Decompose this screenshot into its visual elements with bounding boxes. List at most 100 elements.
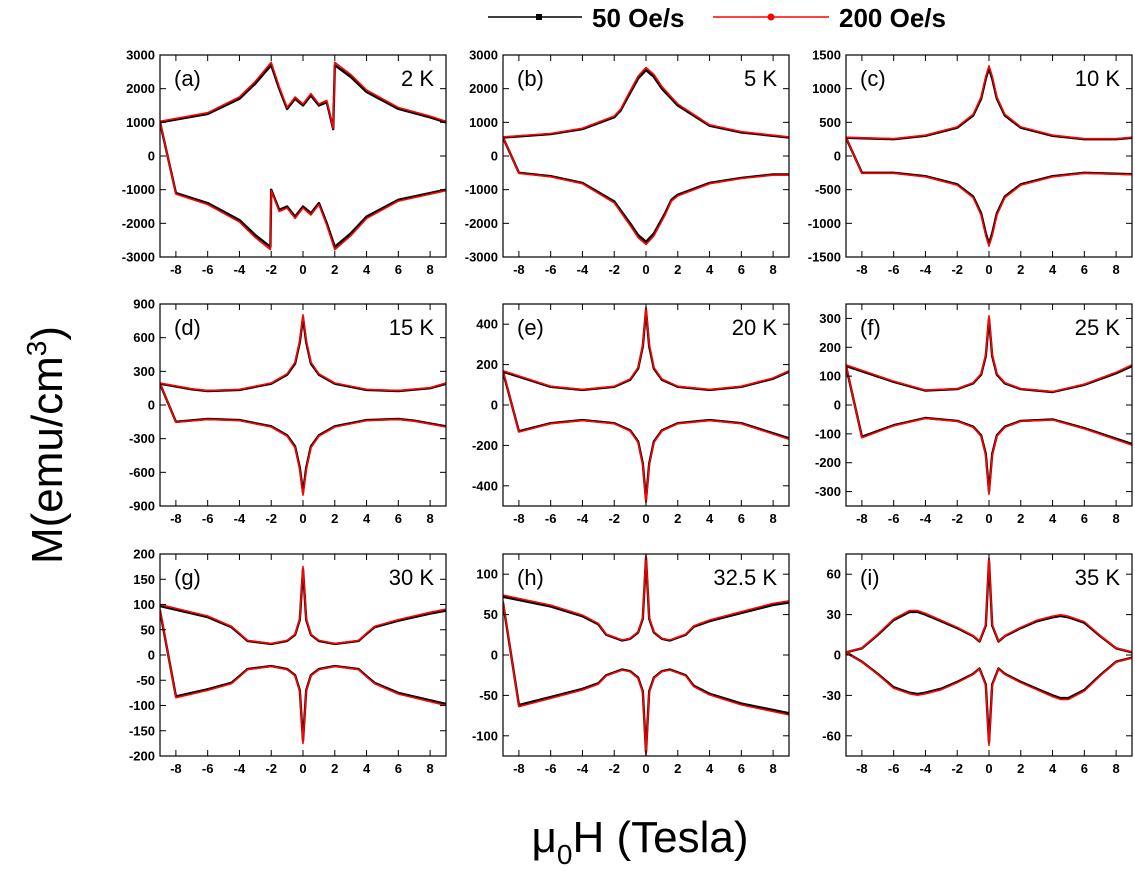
temperature-label: 32.5 K bbox=[713, 565, 777, 590]
y-tick-label: 0 bbox=[148, 648, 155, 663]
x-axis-title: μ0H (Tesla) bbox=[532, 813, 749, 870]
y-tick-label: 150 bbox=[133, 572, 155, 587]
x-tick-label: -2 bbox=[608, 262, 620, 277]
series-200-upper-branch bbox=[503, 554, 789, 641]
series-200-lower-branch bbox=[160, 609, 446, 745]
x-tick-label: -4 bbox=[577, 761, 589, 776]
series-200-lower-branch bbox=[846, 364, 1132, 495]
y-tick-label: 50 bbox=[484, 607, 498, 622]
panel-b: -8 -6 -4 -2 0 2 4 6 8 -3000 -2000 -1000 0 1000 2000 300… bbox=[465, 48, 790, 277]
x-tick-label: 2 bbox=[1017, 511, 1024, 526]
x-tick-label: -2 bbox=[951, 511, 963, 526]
x-axis-title-sub: 0 bbox=[557, 839, 573, 870]
x-tick-label: -8 bbox=[856, 761, 868, 776]
panel-label: (e) bbox=[517, 315, 544, 340]
x-tick-label: -8 bbox=[513, 262, 525, 277]
x-tick-label: 2 bbox=[674, 262, 681, 277]
panel-h: -8 -6 -4 -2 0 2 4 6 8 -100 -50 0 50 100 (h) 32.5 K bbox=[472, 553, 790, 776]
panels: -8 -6 -4 -2 0 2 4 6 8-3000-2000-1000010002000300… bbox=[122, 48, 1133, 776]
y-tick-label: -500 bbox=[815, 182, 841, 197]
temperature-label: 35 K bbox=[1075, 565, 1121, 590]
y-tick-label: 0 bbox=[834, 398, 841, 413]
y-tick-label: -100 bbox=[472, 728, 498, 743]
temperature-label: 20 K bbox=[732, 315, 778, 340]
x-tick-label: -8 bbox=[170, 262, 182, 277]
x-tick-label: 0 bbox=[642, 761, 649, 776]
panel-g: -8 -6 -4 -2 0 2 4 6 8 -200 -150 -100 -50 0 50 100 150 200… bbox=[129, 547, 447, 776]
x-tick-label: -6 bbox=[545, 511, 557, 526]
legend-label-200: 200 Oe/s bbox=[839, 3, 946, 33]
series-50-lower-branch bbox=[503, 137, 789, 243]
y-tick-label: -100 bbox=[129, 698, 155, 713]
x-axis-title-rest: H (Tesla) bbox=[572, 813, 748, 862]
temperature-label: 25 K bbox=[1075, 315, 1121, 340]
x-tick-label: -4 bbox=[577, 511, 589, 526]
y-tick-label: 900 bbox=[133, 297, 155, 312]
y-tick-label: -3000 bbox=[122, 250, 155, 265]
x-tick-label: -2 bbox=[265, 262, 277, 277]
x-tick-label: 0 bbox=[299, 262, 306, 277]
y-tick-label: 300 bbox=[133, 364, 155, 379]
y-tick-label: -1000 bbox=[465, 182, 498, 197]
x-tick-label: 6 bbox=[1081, 262, 1088, 277]
panel-label: (f) bbox=[860, 315, 881, 340]
y-tick-label: 2000 bbox=[126, 81, 155, 96]
y-tick-label: 50 bbox=[141, 622, 155, 637]
x-tick-label: -6 bbox=[888, 262, 900, 277]
y-tick-label: 1500 bbox=[812, 48, 841, 63]
x-tick-label: 4 bbox=[1049, 511, 1057, 526]
x-tick-label: -4 bbox=[234, 511, 246, 526]
y-tick-label: -3000 bbox=[465, 250, 498, 265]
x-tick-label: 6 bbox=[738, 511, 745, 526]
y-tick-label: 3000 bbox=[469, 48, 498, 63]
panel-a: -8 -6 -4 -2 0 2 4 6 8 -3000 -2000 -1000 0 1000 2000 300… bbox=[122, 48, 447, 277]
legend-marker-200 bbox=[767, 13, 775, 21]
x-tick-label: 4 bbox=[706, 511, 714, 526]
x-tick-label: 8 bbox=[769, 262, 776, 277]
x-tick-label: 8 bbox=[426, 262, 433, 277]
temperature-label: 15 K bbox=[389, 315, 435, 340]
series-200-lower-branch bbox=[503, 370, 789, 504]
series-200-upper-branch bbox=[160, 61, 446, 130]
panel-label: (c) bbox=[860, 66, 886, 91]
y-tick-label: 2000 bbox=[469, 81, 498, 96]
panel-label: (d) bbox=[174, 315, 201, 340]
x-tick-label: 6 bbox=[395, 761, 402, 776]
y-tick-label: -400 bbox=[472, 478, 498, 493]
x-tick-label: -6 bbox=[545, 262, 557, 277]
panel-i: -8 -6 -4 -2 0 2 4 6 8 -60 -30 0 30 60 (i) 35 K bbox=[822, 553, 1133, 776]
y-tick-label: 3000 bbox=[126, 48, 155, 63]
x-tick-label: -2 bbox=[951, 761, 963, 776]
x-tick-label: -2 bbox=[265, 761, 277, 776]
x-tick-label: -2 bbox=[608, 511, 620, 526]
legend: 50 Oe/s 200 Oe/s bbox=[488, 3, 946, 33]
x-tick-label: 4 bbox=[1049, 262, 1057, 277]
panel-f: -8 -6 -4 -2 0 2 4 6 8 -300 -200 -100 0 100 200 300 (f) 25… bbox=[815, 303, 1133, 526]
x-tick-label: -8 bbox=[856, 511, 868, 526]
panel-label: (g) bbox=[174, 565, 201, 590]
y-tick-label: 1000 bbox=[812, 81, 841, 96]
y-tick-label: 60 bbox=[827, 567, 841, 582]
x-tick-label: 2 bbox=[1017, 761, 1024, 776]
series-50-lower-branch bbox=[160, 122, 446, 249]
y-tick-label: 0 bbox=[148, 149, 155, 164]
y-tick-label: 0 bbox=[834, 149, 841, 164]
y-tick-label: 300 bbox=[819, 311, 841, 326]
x-tick-label: -8 bbox=[170, 511, 182, 526]
panel-label: (b) bbox=[517, 66, 544, 91]
x-tick-label: 4 bbox=[706, 262, 714, 277]
x-tick-label: 0 bbox=[642, 511, 649, 526]
x-tick-label: -4 bbox=[920, 761, 932, 776]
x-tick-label: -4 bbox=[234, 761, 246, 776]
y-tick-label: 600 bbox=[133, 330, 155, 345]
y-tick-label: -200 bbox=[472, 438, 498, 453]
x-tick-label: -4 bbox=[920, 262, 932, 277]
x-tick-label: -8 bbox=[856, 262, 868, 277]
y-tick-label: -30 bbox=[822, 688, 841, 703]
x-tick-label: -6 bbox=[888, 511, 900, 526]
x-tick-label: -6 bbox=[202, 262, 214, 277]
legend-label-50: 50 Oe/s bbox=[592, 3, 685, 33]
y-tick-label: 0 bbox=[491, 149, 498, 164]
y-tick-label: -600 bbox=[129, 465, 155, 480]
